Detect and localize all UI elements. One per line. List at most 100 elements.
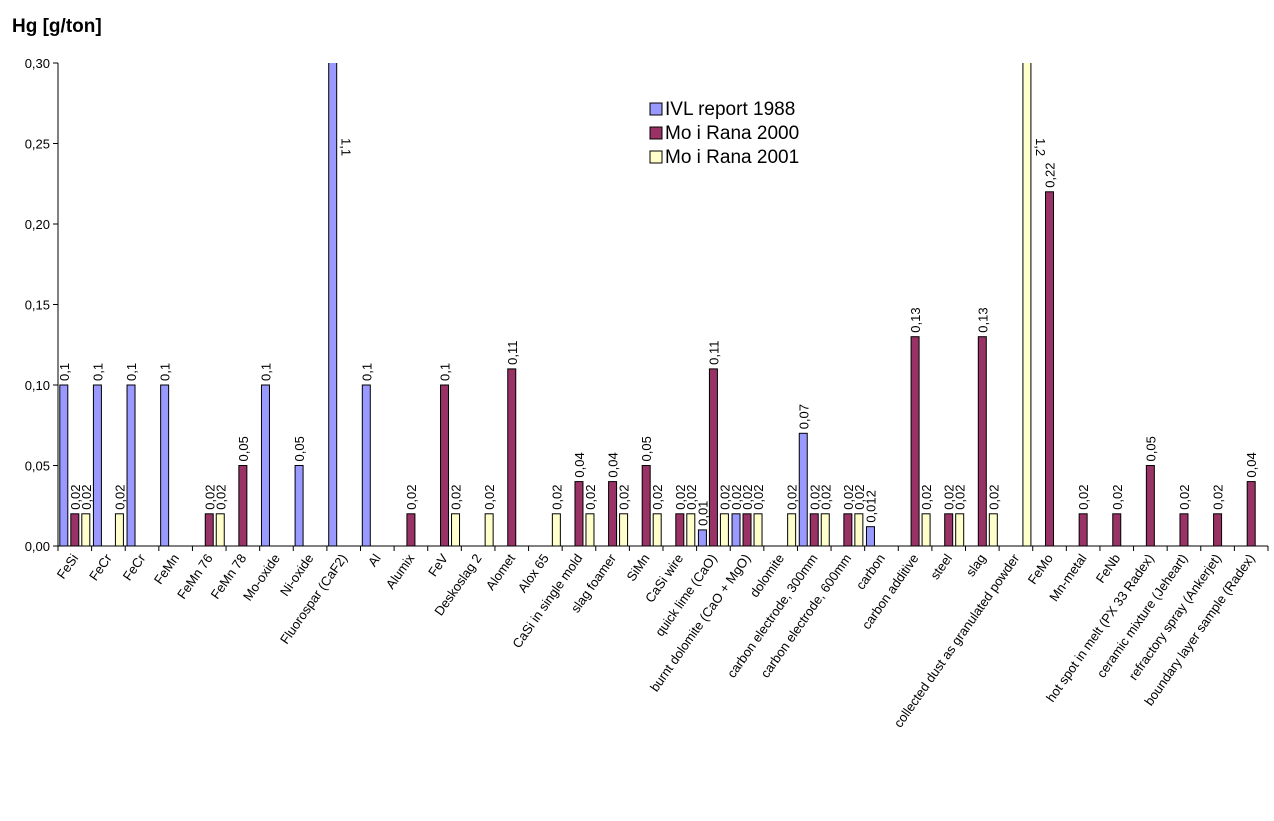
bar — [652, 513, 662, 547]
value-label: 0,11 — [505, 341, 520, 365]
value-label: 0,02 — [549, 484, 564, 509]
bar — [215, 513, 225, 547]
value-label: 0,02 — [684, 484, 699, 509]
x-tick-label: FeMo — [1025, 551, 1056, 587]
value-label: 0,05 — [236, 436, 251, 461]
x-tick-label: Al — [365, 551, 384, 569]
bar — [708, 368, 718, 547]
value-label: 0,02 — [942, 484, 957, 509]
value-label: 0,04 — [572, 452, 587, 477]
x-tick-label: FeMn — [151, 551, 182, 587]
value-label: 0,02 — [1076, 484, 1091, 509]
value-label: 0,02 — [583, 484, 598, 509]
bar — [820, 513, 830, 547]
bar — [854, 513, 864, 547]
value-label: 1,2 — [1033, 138, 1048, 156]
bar — [114, 513, 124, 547]
value-label: 0,02 — [482, 484, 497, 509]
chart-title: Hg [g/ton] — [12, 16, 102, 37]
value-label: 0,02 — [751, 484, 766, 509]
bar — [70, 513, 80, 547]
value-label: 0,1 — [258, 363, 273, 381]
value-label: 0,02 — [650, 484, 665, 509]
bar — [731, 513, 741, 547]
x-tick-label: steel — [927, 551, 955, 582]
y-tick-label: 0,10 — [25, 378, 50, 393]
bar — [742, 513, 752, 547]
value-label: 0,04 — [606, 452, 621, 477]
bar — [686, 513, 696, 547]
value-label: 0,11 — [706, 341, 721, 365]
value-label: 0,02 — [1211, 484, 1226, 509]
bar — [92, 384, 102, 547]
x-tick-label: Alomet — [483, 551, 519, 593]
value-label: 0,02 — [1110, 484, 1125, 509]
bar — [809, 513, 819, 547]
bar — [406, 513, 416, 547]
bar — [798, 432, 808, 547]
legend-label: IVL report 1988 — [665, 99, 795, 120]
bar — [451, 513, 461, 547]
bar — [675, 513, 685, 547]
bar — [719, 513, 729, 547]
value-label: 0,1 — [124, 363, 139, 381]
value-label: 0,02 — [717, 484, 732, 509]
bar — [1078, 513, 1088, 547]
bar — [865, 526, 875, 547]
bar — [484, 513, 494, 547]
value-label: 0,02 — [112, 484, 127, 509]
x-tick-label: FeNb — [1093, 551, 1124, 586]
bar — [787, 513, 797, 547]
value-label: 0,13 — [908, 307, 923, 332]
bar — [361, 384, 371, 547]
bar — [440, 384, 450, 547]
bar — [574, 481, 584, 547]
value-label: 0,02 — [213, 484, 228, 509]
y-tick-label: 0,05 — [25, 459, 50, 474]
x-tick-label: carbon — [853, 551, 888, 592]
value-label: 0,1 — [359, 363, 374, 381]
bar — [1179, 513, 1189, 547]
y-tick-label: 0,15 — [25, 298, 50, 313]
bar — [843, 513, 853, 547]
bar — [1145, 465, 1155, 547]
y-tick-label: 0,30 — [25, 56, 50, 71]
bar — [294, 465, 304, 547]
x-tick-label: Alumix — [383, 551, 418, 592]
bar — [551, 513, 561, 547]
value-label: 0,02 — [852, 484, 867, 509]
value-label: 0,02 — [807, 484, 822, 509]
legend-swatch — [649, 102, 663, 116]
bar — [328, 63, 338, 547]
value-label: 0,05 — [1143, 436, 1158, 461]
value-label: 0,1 — [438, 363, 453, 381]
legend-swatch — [649, 150, 663, 164]
value-label: 0,1 — [158, 363, 173, 381]
bar — [1213, 513, 1223, 547]
y-tick-label: 0,20 — [25, 217, 50, 232]
x-tick-label: FeCr — [120, 551, 149, 584]
value-label: 0,02 — [841, 484, 856, 509]
legend-label: Mo i Rana 2001 — [665, 147, 799, 168]
x-tick-label: FeCr — [86, 551, 115, 584]
value-label: 0,02 — [953, 484, 968, 509]
y-tick-label: 0,25 — [25, 137, 50, 152]
value-label: 0,02 — [729, 484, 744, 509]
bar — [641, 465, 651, 547]
bar — [260, 384, 270, 547]
value-label: 0,02 — [617, 484, 632, 509]
value-label: 0,02 — [68, 484, 83, 509]
bar — [1022, 63, 1032, 547]
bar — [1246, 481, 1256, 547]
bar — [910, 336, 920, 547]
bar — [1112, 513, 1122, 547]
x-tick-label: slag — [963, 551, 989, 579]
value-label: 0,02 — [673, 484, 688, 509]
value-label: 0,02 — [919, 484, 934, 509]
value-label: 1,1 — [339, 138, 354, 156]
bar — [697, 529, 707, 547]
bar — [988, 513, 998, 547]
bar — [955, 513, 965, 547]
value-label: 0,1 — [90, 363, 105, 381]
value-label: 0,05 — [292, 436, 307, 461]
